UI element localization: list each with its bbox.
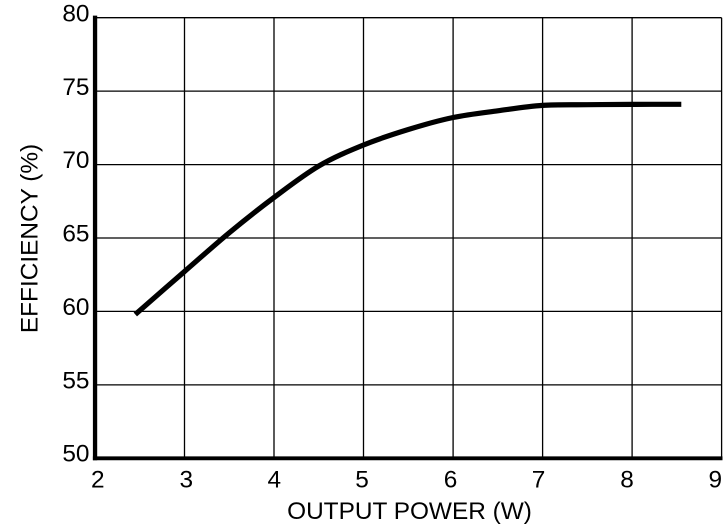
svg-text:60: 60 <box>62 294 89 321</box>
svg-text:9: 9 <box>709 467 723 494</box>
svg-text:50: 50 <box>62 441 89 468</box>
svg-text:7: 7 <box>532 467 546 494</box>
svg-text:4: 4 <box>268 467 282 494</box>
svg-text:65: 65 <box>62 221 89 248</box>
svg-text:OUTPUT POWER (W): OUTPUT POWER (W) <box>287 498 532 525</box>
svg-text:70: 70 <box>62 147 89 174</box>
svg-text:EFFICIENCY (%): EFFICIENCY (%) <box>17 144 44 333</box>
svg-text:55: 55 <box>62 367 89 394</box>
svg-text:75: 75 <box>62 74 89 101</box>
svg-text:3: 3 <box>180 467 194 494</box>
svg-text:6: 6 <box>444 467 458 494</box>
svg-text:2: 2 <box>91 467 105 494</box>
svg-text:5: 5 <box>355 467 369 494</box>
svg-text:80: 80 <box>62 0 89 27</box>
svg-text:8: 8 <box>620 467 634 494</box>
